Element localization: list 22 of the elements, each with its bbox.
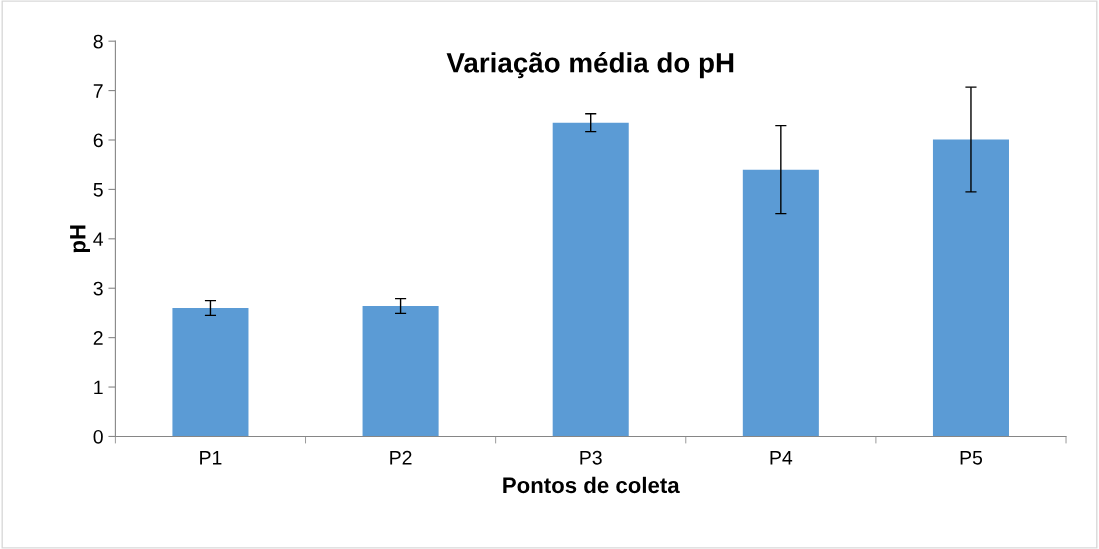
- x-tick-label: P1: [200, 451, 222, 465]
- chart-title: Variação média do pH: [446, 52, 734, 79]
- y-tick-label: 5: [93, 183, 103, 197]
- x-tick-label: P5: [960, 451, 983, 465]
- y-tick-label: 3: [93, 281, 103, 296]
- bar: [932, 139, 1009, 437]
- x-tick-label: P4: [770, 451, 793, 465]
- x-axis-title: Pontos de coleta: [503, 476, 680, 494]
- y-tick-label: 4: [93, 232, 104, 246]
- y-axis-title: pH: [70, 225, 90, 253]
- x-tick-label: P3: [580, 450, 602, 465]
- y-tick-label: 6: [93, 133, 103, 148]
- bar: [172, 307, 249, 437]
- bar: [552, 122, 629, 437]
- x-tick-label: P2: [390, 450, 412, 465]
- y-tick-label: 2: [93, 331, 103, 345]
- y-tick-label: 7: [93, 84, 103, 98]
- y-tick-label: 8: [93, 34, 103, 49]
- bar: [362, 306, 439, 437]
- y-tick-label: 0: [93, 429, 103, 444]
- bar: [742, 169, 819, 437]
- y-tick-label: 1: [94, 380, 103, 395]
